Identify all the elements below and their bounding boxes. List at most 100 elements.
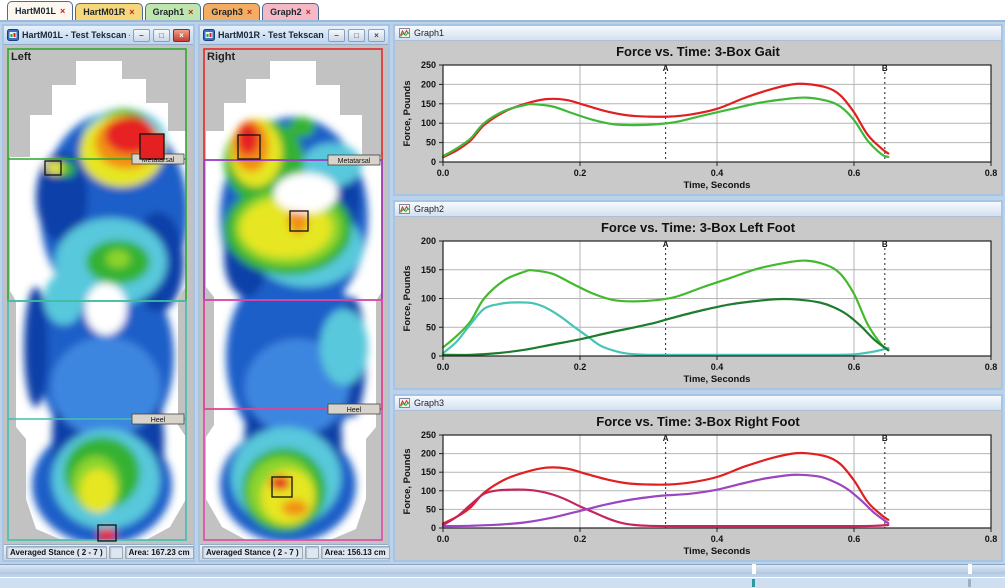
restore-button[interactable]: □ (153, 28, 170, 42)
app-icon (203, 29, 215, 41)
svg-text:A: A (663, 240, 669, 249)
restore-button[interactable]: □ (348, 28, 365, 42)
crimson-curve (441, 488, 890, 528)
titlebar-hartm01l[interactable]: HartM01L - Test Tekscan - P/... – □ × (4, 26, 193, 45)
splitter-tick[interactable] (752, 579, 755, 587)
svg-text:0.6: 0.6 (848, 168, 861, 178)
statusbar-left: Averaged Stance ( 2 - 7 ) Area: 167.23 c… (4, 544, 194, 560)
green-curve (441, 96, 890, 159)
tab-close-icon[interactable]: × (305, 7, 311, 17)
chart-title: Force vs. Time: 3-Box Left Foot (600, 220, 796, 235)
svg-text:150: 150 (421, 99, 436, 109)
tab-close-icon[interactable]: × (129, 7, 135, 17)
svg-text:0: 0 (431, 523, 436, 533)
graph-icon (399, 398, 410, 408)
window-hartm01r: HartM01R - Test Tekscan - P/... – □ × Ri… (198, 24, 390, 562)
bottom-scroll-strip[interactable] (0, 577, 1005, 588)
minimize-button[interactable]: – (133, 28, 150, 42)
graph3-plot-area[interactable]: A B 0 50 100 150 200 250 0.0 0.2 0.4 0.6 0.8 Time, Se… (395, 429, 1001, 560)
tab-label: HartM01R (83, 7, 126, 17)
svg-text:A: A (663, 64, 669, 73)
pressure-map-left[interactable]: Left Metatarsal Heel (4, 45, 193, 544)
dark-green-curve (441, 297, 890, 357)
y-axis-label: Force, Pounds (402, 81, 413, 147)
svg-text:Metatarsal: Metatarsal (142, 157, 175, 164)
graph-panel-label: Graph2 (414, 204, 445, 214)
peak-pressure-marker[interactable] (139, 133, 165, 160)
box-tag: Heel (131, 413, 185, 425)
graph1-plot-area[interactable]: A B 0 50 100 150 200 250 0.0 0.2 0.4 0.6 0.8 Time, Se… (395, 59, 1001, 194)
heatmap-left-foot[interactable]: Metatarsal Heel (6, 47, 190, 542)
y-axis-label: Force, Pounds (402, 266, 413, 332)
area-status: Area: 156.13 cm (320, 546, 390, 559)
svg-text:50: 50 (426, 138, 436, 148)
stance-status: Averaged Stance ( 2 - 7 ) (202, 546, 303, 559)
splitter-gap (968, 564, 972, 574)
document-tabbar: HartM01L × HartM01R × Graph1 × Graph3 × Graph2 × (0, 0, 1005, 22)
tab-graph1[interactable]: Graph1 × (144, 3, 202, 20)
bright-green-curve (441, 259, 890, 351)
foot-side-label: Left (11, 51, 32, 63)
svg-text:0.0: 0.0 (437, 168, 450, 178)
svg-text:200: 200 (421, 79, 436, 89)
x-axis-label: Time, Seconds (684, 546, 751, 557)
svg-text:0.2: 0.2 (574, 534, 587, 544)
svg-text:100: 100 (421, 118, 436, 128)
tab-graph3[interactable]: Graph3 × (203, 3, 261, 20)
graph3-panel: Graph3 Force vs. Time: 3-Box Right Foot … (393, 394, 1003, 562)
graph3-header[interactable]: Graph3 (395, 396, 1001, 411)
titlebar-hartm01r[interactable]: HartM01R - Test Tekscan - P/... – □ × (200, 26, 388, 45)
graph1-panel: Graph1 Force vs. Time: 3-Box Gait A B 0 50 1… (393, 24, 1003, 196)
svg-text:250: 250 (421, 60, 436, 70)
window-hartm01l: HartM01L - Test Tekscan - P/... – □ × Le… (2, 24, 195, 562)
status-spacer (304, 546, 319, 559)
peak-pressure-marker[interactable] (44, 160, 62, 176)
analysis-box[interactable] (7, 300, 187, 541)
analysis-box[interactable] (203, 299, 383, 541)
graph2-plot-area[interactable]: A B 0 50 100 150 200 0.0 0.2 0.4 0.6 0.8 Time, Secon… (395, 235, 1001, 388)
bottom-splitter-bar[interactable] (0, 564, 1005, 574)
tab-hartm01r[interactable]: HartM01R × (75, 3, 143, 20)
graph-panel-label: Graph3 (414, 398, 445, 408)
close-button[interactable]: × (368, 28, 385, 42)
svg-text:200: 200 (421, 449, 436, 459)
heatmap-right-foot[interactable]: Metatarsal Heel (202, 47, 386, 542)
svg-text:Heel: Heel (151, 417, 166, 424)
tab-label: HartM01L (15, 6, 57, 16)
svg-text:0.2: 0.2 (574, 362, 587, 372)
svg-text:100: 100 (421, 294, 436, 304)
peak-pressure-marker[interactable] (97, 524, 117, 542)
peak-pressure-marker[interactable] (237, 134, 261, 160)
box-tag: Heel (327, 403, 381, 415)
svg-text:50: 50 (426, 504, 436, 514)
peak-pressure-marker[interactable] (289, 210, 309, 232)
tab-hartm01l[interactable]: HartM01L × (7, 1, 74, 20)
svg-text:0.0: 0.0 (437, 362, 450, 372)
svg-text:50: 50 (426, 322, 436, 332)
graph-icon (399, 204, 410, 214)
splitter-gap (752, 564, 756, 574)
graph2-header[interactable]: Graph2 (395, 202, 1001, 217)
tab-close-icon[interactable]: × (188, 7, 194, 17)
tab-label: Graph3 (211, 7, 243, 17)
svg-text:150: 150 (421, 265, 436, 275)
splitter-tick[interactable] (968, 579, 971, 587)
chart-title: Force vs. Time: 3-Box Gait (616, 44, 780, 59)
svg-text:150: 150 (421, 467, 436, 477)
graph-icon (399, 28, 410, 38)
tab-close-icon[interactable]: × (246, 7, 253, 17)
graph1-header[interactable]: Graph1 (395, 26, 1001, 41)
svg-text:100: 100 (421, 486, 436, 496)
status-spacer (108, 546, 123, 559)
svg-text:0.0: 0.0 (437, 534, 450, 544)
svg-text:0.4: 0.4 (711, 534, 724, 544)
svg-text:B: B (882, 240, 888, 249)
red-curve (441, 451, 890, 525)
tab-graph2[interactable]: Graph2 × (262, 3, 319, 20)
close-button[interactable]: × (173, 28, 190, 42)
peak-pressure-marker[interactable] (271, 476, 293, 498)
tab-close-icon[interactable]: × (60, 6, 66, 16)
svg-text:Metatarsal: Metatarsal (338, 158, 371, 165)
pressure-map-right[interactable]: Right Metatarsal Heel (200, 45, 388, 544)
minimize-button[interactable]: – (328, 28, 345, 42)
